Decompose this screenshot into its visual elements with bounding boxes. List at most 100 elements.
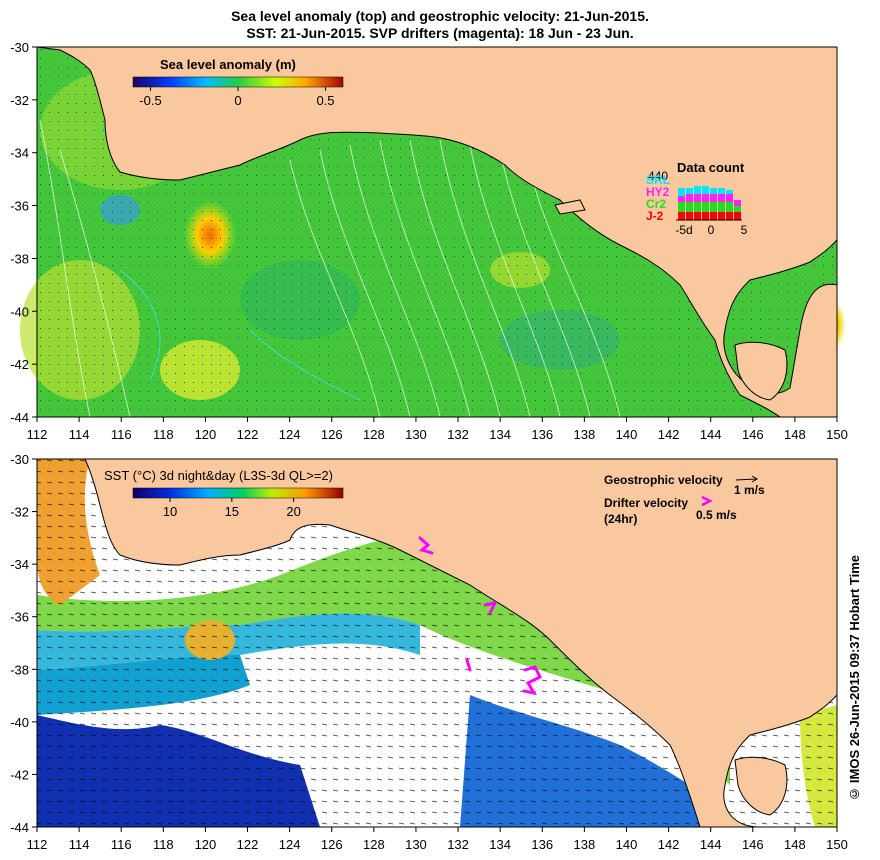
lon-tick-label: 114 xyxy=(69,837,90,852)
lat-tick-label: -38 xyxy=(10,662,29,677)
data-count-bar xyxy=(734,212,741,220)
lon-tick-label: 144 xyxy=(700,837,722,852)
title-line-2: SST: 21-Jun-2015. SVP drifters (magenta)… xyxy=(246,25,634,41)
lat-tick-label: -42 xyxy=(10,767,29,782)
lon-tick-label: 136 xyxy=(531,427,553,442)
lat-tick-label: -34 xyxy=(10,557,29,572)
lat-tick-label: -36 xyxy=(10,610,29,625)
lon-tick-label: 114 xyxy=(69,427,90,442)
data-count-bar xyxy=(694,194,701,202)
data-count-bar xyxy=(710,188,717,194)
lon-tick-label: 140 xyxy=(616,837,638,852)
data-count-bar xyxy=(702,202,709,212)
data-count-bar xyxy=(686,188,693,194)
lon-tick-label: 138 xyxy=(574,837,596,852)
lat-tick-label: -38 xyxy=(10,251,29,266)
lon-tick-label: 150 xyxy=(826,837,848,852)
lon-tick-label: 112 xyxy=(27,427,48,442)
lon-tick-label: 112 xyxy=(27,837,48,852)
lat-tick-label: -32 xyxy=(10,505,29,520)
lon-tick-label: 134 xyxy=(489,837,511,852)
lon-tick-label: 128 xyxy=(363,427,385,442)
lon-tick-label: 120 xyxy=(195,837,217,852)
satellite-label: HY2 xyxy=(646,185,670,199)
lat-tick-label: -44 xyxy=(10,820,29,835)
sla-kangaroo-island xyxy=(554,199,586,215)
lon-tick-label: 148 xyxy=(784,837,806,852)
drifter-track xyxy=(418,536,434,555)
drifter-legend-sub: (24hr) xyxy=(604,512,637,526)
sla-colorbar-ticks: -0.5 0 0.5 xyxy=(139,87,335,108)
lon-tick-label: 140 xyxy=(616,427,638,442)
data-count-bar xyxy=(710,212,717,220)
lon-tick-label: 126 xyxy=(321,427,343,442)
lon-tick-label: 148 xyxy=(784,427,806,442)
sla-colorbar xyxy=(132,76,344,88)
data-count-bar xyxy=(734,200,741,206)
lon-tick-label: 146 xyxy=(742,427,764,442)
lon-tick-label: 130 xyxy=(405,837,427,852)
lon-tick-label: 116 xyxy=(111,837,132,852)
lon-tick-label: 122 xyxy=(237,837,259,852)
lon-tick-label: 120 xyxy=(195,427,217,442)
colorbar-tick-label: -0.5 xyxy=(139,93,161,108)
data-count-tick-label: -5d xyxy=(675,223,692,237)
sla-frame xyxy=(36,46,838,418)
data-count-bar xyxy=(718,202,725,212)
data-count-tick-label: 0 xyxy=(708,223,715,237)
data-count-title: Data count xyxy=(677,160,745,175)
data-count-bar xyxy=(686,194,693,202)
data-count-bar xyxy=(718,188,725,194)
data-count-bars xyxy=(678,186,741,220)
data-count-bar xyxy=(678,188,685,196)
colorbar-tick-label: 15 xyxy=(225,504,239,519)
data-count-bar xyxy=(726,190,733,194)
drifter-scale-arrow xyxy=(701,495,713,507)
lon-tick-label: 144 xyxy=(700,427,722,442)
lon-tick-label: 128 xyxy=(363,837,385,852)
drifter-track xyxy=(465,658,472,672)
colorbar-tick-label: 10 xyxy=(163,504,177,519)
lon-tick-label: 124 xyxy=(279,837,301,852)
sla-tasmania xyxy=(734,341,788,401)
data-count-bar xyxy=(710,194,717,202)
satellite-label: Cr2 xyxy=(646,197,666,211)
drifter-legend-label: Drifter velocity xyxy=(604,496,688,510)
sla-map-panel: Sea level anomaly (m) -0.5 0 0.5 Data coun… xyxy=(10,40,848,442)
lat-tick-label: -30 xyxy=(10,455,29,467)
data-count-tick-label: 5 xyxy=(741,223,748,237)
data-count-bar xyxy=(694,202,701,212)
data-count-bar xyxy=(678,212,685,220)
sst-tasmania xyxy=(734,756,788,816)
data-count-bar xyxy=(702,186,709,194)
sst-colorbar-ticks: 10 15 20 xyxy=(163,498,301,519)
lat-tick-label: -30 xyxy=(10,40,29,55)
sla-axes: 112 114 116 118 120 122 124 126 128 130 132 134 136 1… xyxy=(10,40,848,442)
sst-colorbar-label: SST (°C) 3d night&day (L3S-3d QL>=2) xyxy=(104,468,333,483)
geostrophic-scale-arrowhead xyxy=(751,475,758,483)
sla-colorbar-label: Sea level anomaly (m) xyxy=(160,57,296,72)
lon-tick-label: 118 xyxy=(153,427,174,442)
credit-text: © IMOS 26-Jun-2015 09:37 Hobart Time xyxy=(847,555,862,802)
sst-frame xyxy=(36,458,838,828)
lon-tick-label: 138 xyxy=(574,427,596,442)
data-count-bar xyxy=(678,196,685,202)
lon-tick-label: 132 xyxy=(447,837,469,852)
data-count-bar xyxy=(734,206,741,212)
lon-tick-label: 130 xyxy=(405,427,427,442)
geostrophic-scale-arrow xyxy=(735,478,757,481)
velocity-legend: Geostrophic velocity 1 m/s Drifter veloc… xyxy=(604,473,765,526)
data-count-bar xyxy=(726,202,733,212)
lat-tick-label: -44 xyxy=(10,410,29,425)
data-count-bar xyxy=(726,212,733,220)
data-count-bar xyxy=(718,212,725,220)
drifter-scale-label: 0.5 m/s xyxy=(696,508,737,522)
lon-tick-label: 132 xyxy=(447,427,469,442)
title-line-1: Sea level anomaly (top) and geostrophic … xyxy=(231,8,649,24)
data-count-ticks: -5d 0 5 xyxy=(675,223,747,237)
sla-contours xyxy=(39,119,621,418)
satellite-label: SRL xyxy=(646,173,670,187)
lon-tick-label: 134 xyxy=(489,427,511,442)
